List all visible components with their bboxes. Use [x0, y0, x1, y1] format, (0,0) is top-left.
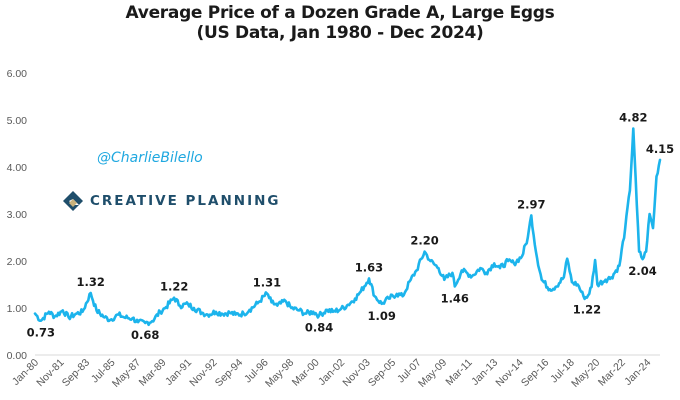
y-tick-label: 5.00 — [7, 115, 28, 127]
x-tick-label: Mar-11 — [443, 357, 475, 389]
data-label: 4.15 — [646, 142, 674, 156]
data-label: 0.68 — [131, 328, 159, 342]
chart-subtitle: (US Data, Jan 1980 - Dec 2024) — [196, 23, 484, 43]
x-tick-label: May-98 — [263, 357, 296, 390]
x-tick-label: Mar-22 — [596, 357, 628, 389]
series-line-egg-price — [33, 127, 662, 327]
x-tick-label: Nov-81 — [34, 357, 67, 390]
x-tick-label: Sep-05 — [366, 357, 399, 390]
x-tick-label: Sep-94 — [213, 357, 246, 390]
x-axis: Jan-80Nov-81Sep-83Jul-85May-87Mar-89Jan-… — [10, 357, 654, 390]
data-label: 1.09 — [368, 309, 396, 323]
y-tick-label: 2.00 — [7, 256, 28, 268]
x-tick-label: Mar-00 — [290, 357, 322, 389]
x-tick-label: Nov-03 — [340, 357, 373, 390]
data-label: 1.22 — [573, 303, 601, 317]
x-tick-label: Nov-14 — [493, 357, 526, 390]
x-tick-label: Mar-89 — [137, 357, 169, 389]
data-label: 2.20 — [410, 234, 438, 248]
data-label: 1.31 — [253, 275, 281, 289]
y-tick-label: 0.00 — [7, 350, 28, 362]
creative-planning-logo-icon — [63, 191, 83, 211]
y-tick-label: 3.00 — [7, 209, 28, 221]
data-label: 0.84 — [305, 321, 333, 335]
data-label: 4.82 — [619, 110, 647, 124]
y-tick-label: 4.00 — [7, 162, 28, 174]
creative-planning-logo: CREATIVE PLANNING — [62, 190, 280, 212]
x-tick-label: May-20 — [569, 357, 602, 390]
chart-title: Average Price of a Dozen Grade A, Large … — [125, 3, 555, 23]
y-tick-label: 6.00 — [7, 68, 28, 80]
x-tick-label: Nov-92 — [187, 357, 220, 390]
data-label: 1.32 — [76, 275, 104, 289]
x-tick-label: Sep-16 — [519, 357, 552, 390]
data-labels: 0.73 1.32 0.68 1.22 1.31 0.84 1.63 1.09 2.20 1.46… — [27, 110, 675, 342]
data-label: 1.63 — [355, 260, 383, 274]
data-label: 2.04 — [628, 264, 656, 278]
data-label: 0.73 — [27, 326, 55, 340]
x-tick-label: May-09 — [416, 357, 449, 390]
data-label: 1.22 — [160, 280, 188, 294]
data-label: 2.97 — [517, 197, 545, 211]
x-tick-label: Sep-83 — [60, 357, 93, 390]
y-axis: 0.00 1.00 2.00 3.00 4.00 5.00 6.00 — [7, 68, 28, 362]
x-tick-label: May-87 — [110, 357, 143, 390]
x-tick-label: Jan-24 — [622, 357, 653, 388]
data-label: 1.46 — [441, 291, 469, 305]
logo-text: CREATIVE PLANNING — [90, 193, 281, 209]
y-tick-label: 1.00 — [7, 303, 28, 315]
author-handle: @CharlieBilello — [97, 150, 203, 166]
